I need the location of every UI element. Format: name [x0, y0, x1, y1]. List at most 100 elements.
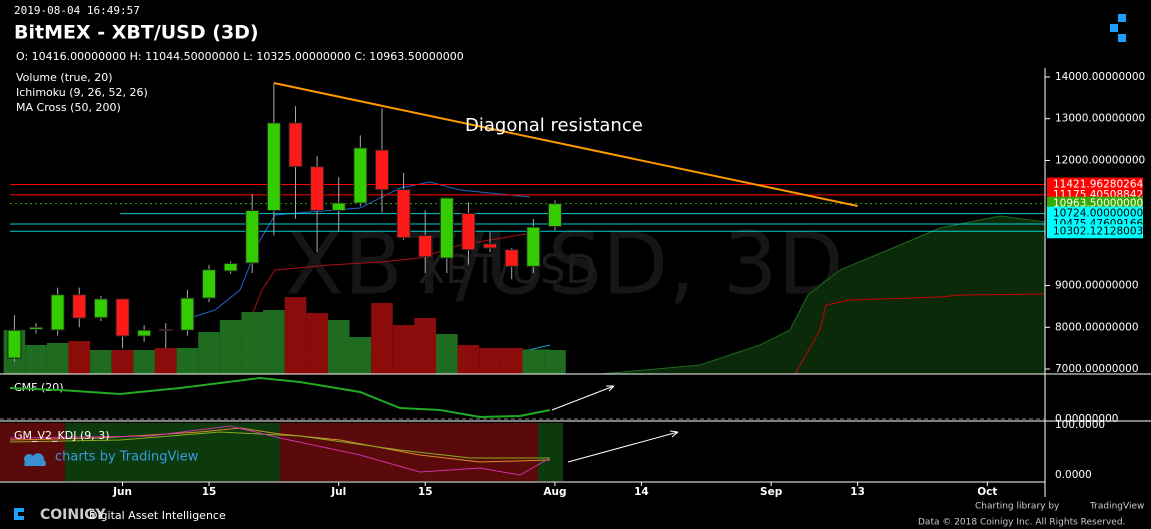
- arrow: [551, 385, 615, 411]
- panel-title: CMF (20): [14, 381, 64, 394]
- candle-body: [245, 209, 260, 264]
- arrow-head: [669, 430, 679, 438]
- price-label-bg: [1047, 224, 1143, 239]
- y-tick-label: 13000.00000000: [1055, 113, 1145, 125]
- price-label: 10302.12128003: [1053, 225, 1143, 237]
- kdj-d: [9, 431, 550, 459]
- x-tick-label: Aug: [543, 486, 566, 498]
- y-tick-label: 100.0000: [1055, 419, 1105, 431]
- volume-bar: [349, 337, 372, 374]
- y-tick-label: 0.0000: [1055, 469, 1092, 481]
- candle-body: [137, 329, 152, 337]
- kdj-bg: [0, 423, 65, 481]
- annotation: Diagonal resistance: [465, 115, 643, 136]
- candle-body: [72, 294, 87, 319]
- x-tick-label: 15: [418, 486, 433, 498]
- candle-body: [223, 262, 238, 272]
- volume-bar: [500, 348, 523, 374]
- volume-bar: [198, 332, 220, 374]
- volume-bar: [479, 348, 501, 374]
- tagline: Digital Asset Intelligence: [89, 509, 226, 522]
- volume-bar: [68, 341, 91, 374]
- x-tick-label: Oct: [977, 486, 997, 498]
- candle-body: [353, 147, 368, 204]
- x-tick-label: Jun: [112, 486, 132, 498]
- tradingview-link[interactable]: TradingView: [1089, 502, 1144, 512]
- y-tick-label: 14000.00000000: [1055, 71, 1145, 83]
- charting-by: Charting library by: [975, 502, 1060, 512]
- candle-body: [504, 249, 519, 267]
- arrow: [567, 431, 679, 463]
- tv-cloud: [24, 453, 46, 466]
- volume-bar: [327, 320, 350, 374]
- candle-body: [266, 122, 281, 211]
- candle-body: [483, 243, 498, 249]
- candle-body: [7, 329, 22, 359]
- indicator: Volume (true, 20): [16, 71, 113, 84]
- senkou-a: [599, 215, 1046, 375]
- volume-bar: [522, 350, 545, 374]
- y-tick-label: 12000.00000000: [1055, 154, 1145, 166]
- volume-bar: [371, 303, 393, 374]
- brand[interactable]: COINIGY: [40, 507, 106, 523]
- y-tick-label: 9000.00000000: [1055, 280, 1139, 292]
- candle-body: [202, 269, 216, 299]
- candle-body: [158, 328, 173, 332]
- brand-logo: [14, 508, 24, 520]
- volume-bar: [284, 297, 307, 374]
- y-tick-label: 7000.00000000: [1055, 363, 1139, 375]
- y-tick-label: 8000.00000000: [1055, 321, 1139, 333]
- logo-square: [1118, 14, 1126, 22]
- volume-bar: [263, 310, 285, 374]
- indicator: MA Cross (50, 200): [16, 101, 121, 114]
- x-tick-label: 14: [634, 486, 649, 498]
- candle-body: [547, 203, 562, 228]
- volume-bar: [544, 350, 566, 374]
- volume-bar: [219, 320, 242, 374]
- candle-body: [331, 202, 346, 211]
- senkou-b: [794, 293, 1046, 375]
- x-tick-label: 13: [850, 486, 865, 498]
- volume-bar: [25, 345, 47, 374]
- price-label: 11421.96280264: [1053, 179, 1144, 191]
- volume-bar: [436, 334, 458, 374]
- candle-body: [29, 326, 44, 330]
- kdj-bg: [538, 423, 563, 481]
- price-label: 10724.00000000: [1053, 208, 1143, 220]
- footer: [0, 497, 1151, 529]
- volume-bar: [111, 350, 134, 374]
- tradingview-logo[interactable]: [1094, 8, 1140, 54]
- arrow-head: [606, 385, 615, 392]
- candle-body: [526, 226, 541, 267]
- candle-body: [180, 297, 195, 331]
- title: BitMEX - XBT/USD (3D): [14, 22, 259, 44]
- x-tick-label: 15: [202, 486, 217, 498]
- volume-bar: [241, 312, 264, 374]
- indicator: Ichimoku (9, 26, 52, 26): [16, 86, 148, 99]
- candle-body: [461, 212, 476, 251]
- candle-body: [115, 298, 130, 337]
- candle-body: [439, 197, 454, 259]
- panel-title: GM_V2_KDJ (9, 3): [14, 429, 110, 442]
- x-tick-label: Sep: [760, 486, 783, 498]
- timestamp: 2019-08-04 16:49:57: [14, 4, 140, 17]
- volume-bar: [154, 348, 177, 374]
- logo-square: [1118, 34, 1126, 42]
- ichimoku-cloud: [600, 216, 1045, 374]
- volume-bar: [457, 345, 480, 374]
- volume-bar: [392, 325, 415, 374]
- volume-bar: [90, 350, 112, 374]
- candle-body: [288, 122, 303, 168]
- candle-body: [374, 149, 389, 191]
- ohlc: O: 10416.00000000 H: 11044.50000000 L: 1…: [16, 50, 464, 63]
- tv-badge[interactable]: charts by TradingView: [55, 450, 199, 465]
- volume-bar: [46, 343, 69, 374]
- y-tick-label: 0.00000000: [1055, 413, 1118, 425]
- logo-square: [1110, 24, 1118, 32]
- candle-body: [93, 298, 108, 319]
- x-tick-label: Jul: [330, 486, 346, 498]
- volume-bar: [133, 350, 155, 374]
- candle-body: [418, 235, 433, 258]
